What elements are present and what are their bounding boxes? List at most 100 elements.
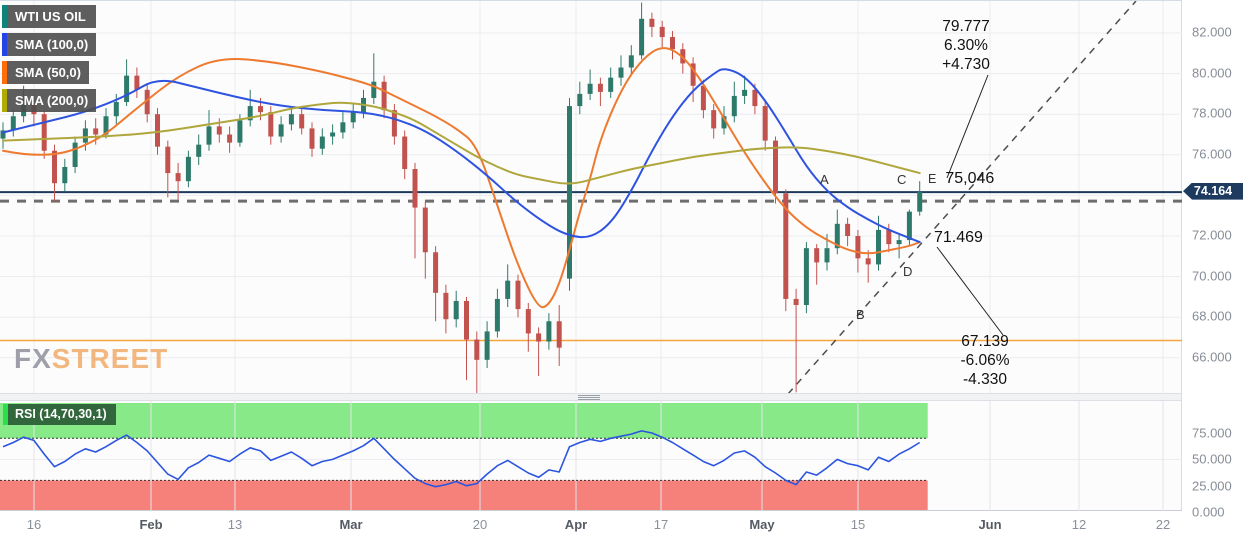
rsi-axis-label: 25.000 (1192, 478, 1232, 494)
candle-body (52, 150, 57, 184)
candlestick (422, 201, 428, 279)
candlestick (62, 158, 68, 192)
legend-item-sma50[interactable]: SMA (50,0) (2, 61, 89, 84)
candle-body (793, 298, 799, 306)
candlestick (525, 302, 531, 352)
candlestick (196, 134, 202, 165)
candle-body (876, 229, 881, 265)
candle-body (443, 292, 449, 320)
x-axis-label-12: 12 (1071, 517, 1087, 532)
candlestick (731, 81, 737, 123)
candlestick (896, 233, 902, 259)
candlestick (906, 209, 912, 247)
candle-body (62, 166, 68, 184)
candle-body (494, 298, 500, 332)
candle-body (649, 18, 655, 27)
candlestick (762, 99, 768, 151)
legend-item-instrument[interactable]: WTI US OIL (2, 5, 96, 28)
candlestick (319, 128, 325, 155)
candlestick (350, 104, 356, 129)
candlestick (474, 331, 480, 394)
candlestick (381, 75, 387, 119)
wave-letter-d: D (903, 264, 913, 279)
candle-body (299, 114, 305, 129)
candle-body (278, 124, 284, 137)
price-axis-label: 78.000 (1192, 105, 1232, 121)
candle-body (567, 106, 572, 279)
candle-body (144, 89, 150, 115)
candlestick (165, 140, 171, 198)
sma100-color-swatch (2, 33, 7, 56)
candle-body (628, 55, 634, 68)
candle-body (113, 102, 119, 117)
candle-body (185, 156, 191, 182)
candle-body (319, 136, 325, 149)
candlestick (464, 296, 469, 381)
price-axis[interactable]: 74.164 82.000 80.000 78.000 76.000 72.000 70.… (1182, 0, 1244, 539)
candlestick (330, 124, 336, 145)
candlestick (340, 112, 346, 139)
candlestick (124, 59, 130, 107)
candle-body (391, 110, 397, 137)
sma200-line (2, 101, 921, 185)
candle-body (834, 223, 840, 249)
candlestick (299, 108, 305, 135)
rsi-panel[interactable]: RSI (14,70,30,1) (0, 401, 1182, 511)
candle-body (371, 81, 377, 98)
candle-body (247, 106, 253, 121)
legend: WTI US OIL SMA (100,0) SMA (50,0) SMA (2… (2, 5, 96, 112)
candle-body (608, 77, 614, 92)
candlestick (268, 106, 274, 145)
time-axis[interactable]: 16 Feb 13 Mar 20 Apr 17 May 15 Jun 12 22 (0, 511, 1182, 539)
sma100-label: SMA (100,0) (15, 37, 89, 52)
sma100-line (2, 68, 921, 244)
instrument-label: WTI US OIL (15, 9, 86, 24)
legend-item-sma200[interactable]: SMA (200,0) (2, 89, 96, 112)
candle-body (577, 93, 583, 107)
rsi-chart-canvas[interactable] (0, 401, 1182, 511)
candle-body (412, 169, 418, 208)
candlestick (597, 77, 603, 107)
rsi-overbought-band (0, 403, 928, 439)
candle-body (525, 309, 531, 334)
candle-body (82, 128, 88, 143)
price-panel[interactable]: WTI US OIL SMA (100,0) SMA (50,0) SMA (2… (0, 0, 1182, 394)
sma200-label: SMA (200,0) (15, 93, 89, 108)
candle-body (464, 300, 469, 340)
sma50-label: SMA (50,0) (15, 65, 81, 80)
candlestick (309, 122, 315, 157)
candle-body (721, 116, 727, 129)
candlestick (814, 244, 820, 285)
sma50-color-swatch (2, 61, 7, 84)
candle-body (824, 248, 830, 263)
candlestick (628, 45, 634, 74)
rsi-axis-label: 75.000 (1192, 425, 1232, 441)
price-chart-canvas[interactable] (0, 1, 1182, 394)
candle-body (433, 252, 439, 293)
candle-body (752, 89, 758, 107)
wave-e-letter: E (928, 172, 937, 186)
rsi-color-swatch (3, 404, 8, 425)
candle-body (556, 321, 562, 348)
legend-item-sma100[interactable]: SMA (100,0) (2, 33, 96, 56)
candle-body (103, 116, 109, 135)
sma-value-annotation: 71.469 (934, 229, 983, 246)
panel-resize-handle[interactable] (578, 395, 600, 400)
candle-body (216, 126, 222, 135)
candlestick (639, 2, 645, 60)
candlestick (134, 67, 140, 98)
price-axis-label: 68.000 (1192, 308, 1232, 324)
candle-body (865, 258, 871, 265)
candle-body (639, 18, 645, 56)
candlestick (742, 75, 748, 105)
fxstreet-watermark: FXSTREET (14, 343, 168, 375)
wave-e-annotation: E 75,046 (928, 170, 994, 188)
x-axis-label-13: 13 (227, 517, 243, 532)
candle-body (196, 144, 202, 157)
wave-letter-c: C (897, 172, 907, 187)
candle-body (350, 112, 356, 123)
rsi-legend[interactable]: RSI (14,70,30,1) (3, 404, 116, 425)
candle-body (155, 114, 160, 147)
candlestick (618, 55, 624, 86)
